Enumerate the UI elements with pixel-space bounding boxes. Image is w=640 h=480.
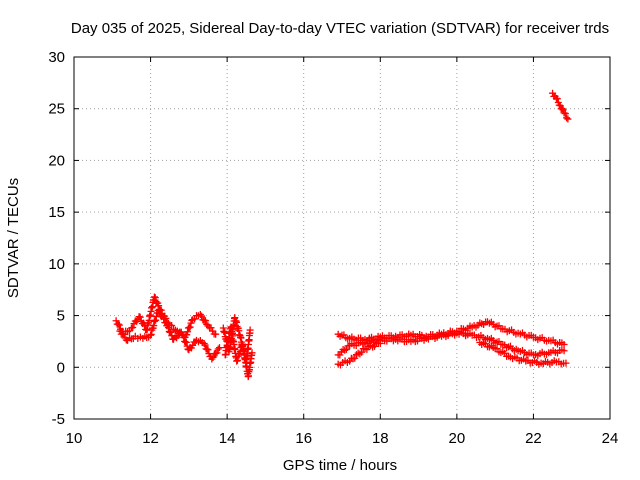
data-point — [560, 341, 568, 349]
data-point — [120, 330, 128, 338]
data-point — [155, 307, 163, 315]
data-point — [561, 110, 569, 118]
plot-frame — [73, 56, 611, 420]
data-point — [336, 351, 344, 359]
data-point — [212, 330, 220, 338]
data-point — [115, 321, 123, 329]
data-point — [559, 106, 567, 114]
data-point — [184, 328, 192, 336]
data-point — [215, 344, 223, 352]
data-point — [198, 312, 206, 320]
x-tick-label: 10 — [66, 430, 83, 447]
data-point — [238, 342, 246, 350]
y-tick-label: 10 — [48, 256, 65, 273]
data-point — [564, 115, 572, 123]
data-point — [562, 359, 570, 367]
data-point — [136, 313, 144, 321]
data-point — [558, 105, 566, 113]
data-point — [356, 350, 364, 358]
data-point — [164, 324, 172, 332]
data-point — [233, 357, 241, 365]
x-tick-label: 14 — [219, 430, 236, 447]
data-point — [342, 345, 350, 353]
y-tick-label: 25 — [48, 101, 65, 118]
y-tick-label: -5 — [52, 411, 65, 428]
data-point — [341, 346, 349, 354]
data-point — [196, 311, 204, 319]
data-point — [560, 109, 568, 117]
chart-title: Day 035 of 2025, Sidereal Day-to-day VTE… — [71, 20, 609, 37]
x-axis-label: GPS time / hours — [283, 457, 397, 474]
data-point — [207, 324, 215, 332]
data-point — [186, 323, 194, 331]
data-point — [553, 95, 561, 103]
x-axis: 10 12 14 16 18 20 22 24 — [66, 57, 619, 447]
data-point — [180, 334, 188, 342]
data-point — [209, 353, 217, 361]
data-point — [358, 348, 366, 356]
data-point — [171, 333, 179, 341]
x-tick-label: 22 — [525, 430, 542, 447]
y-tick-label: 0 — [57, 359, 65, 376]
grid — [74, 57, 610, 419]
data-points — [112, 89, 572, 381]
data-point — [376, 339, 384, 347]
data-point — [201, 317, 209, 325]
x-tick-label: 16 — [295, 430, 312, 447]
data-point — [201, 341, 209, 349]
y-tick-label: 20 — [48, 152, 65, 169]
data-point — [560, 347, 568, 355]
x-tick-label: 20 — [449, 430, 466, 447]
data-point — [129, 323, 137, 331]
x-tick-label: 12 — [142, 430, 159, 447]
x-tick-label: 18 — [372, 430, 389, 447]
data-point — [214, 345, 222, 353]
data-point — [563, 114, 571, 122]
y-axis-label: SDTVAR / TECUs — [5, 178, 22, 298]
y-tick-label: 30 — [48, 49, 65, 66]
data-point — [248, 349, 256, 357]
data-point — [168, 332, 176, 340]
data-point — [114, 320, 122, 328]
data-point — [246, 326, 254, 334]
y-tick-label: 5 — [57, 308, 65, 325]
data-point — [213, 349, 221, 357]
data-point — [354, 349, 362, 357]
data-point — [174, 332, 182, 340]
data-point — [233, 356, 241, 364]
data-point — [204, 346, 212, 354]
data-point — [160, 315, 168, 323]
data-point — [351, 354, 359, 362]
data-point — [200, 339, 208, 347]
data-point — [167, 328, 175, 336]
y-tick-label: 15 — [48, 204, 65, 221]
data-point — [182, 338, 190, 346]
data-point — [151, 294, 159, 302]
y-axis: -5 0 5 10 15 20 25 30 — [48, 49, 610, 428]
x-tick-label: 24 — [602, 430, 619, 447]
data-point — [150, 293, 158, 301]
